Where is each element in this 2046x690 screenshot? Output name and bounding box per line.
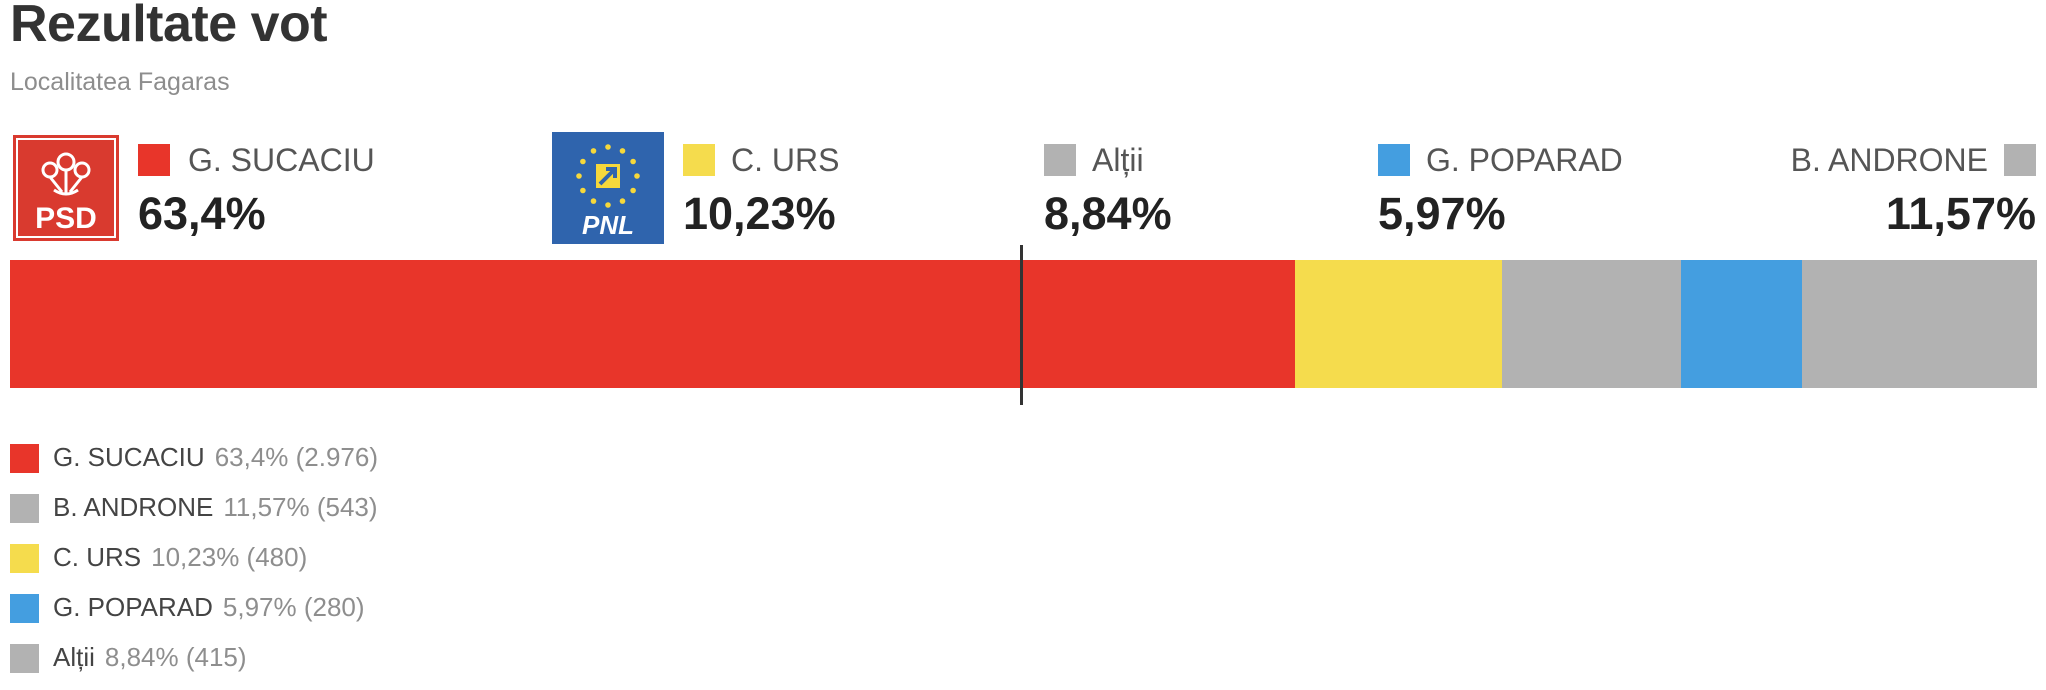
legend-label: G. SUCACIU — [53, 442, 205, 472]
candidate-name: Alții — [1092, 142, 1144, 178]
legend-swatch — [10, 494, 39, 523]
psd-logo-text: PSD — [35, 202, 97, 235]
legend-swatch — [10, 594, 39, 623]
pnl-star — [605, 144, 611, 150]
legend-label: B. ANDRONE — [53, 492, 214, 522]
candidate-percent: 10,23% — [683, 188, 836, 239]
bar-segment-0 — [10, 260, 1295, 388]
pnl-star — [580, 158, 586, 165]
candidate-percent: 5,97% — [1378, 188, 1506, 239]
color-swatch — [683, 144, 715, 176]
candidate-name: C. URS — [731, 142, 840, 178]
pnl-star — [630, 158, 636, 165]
legend-swatch — [10, 544, 39, 573]
bar-segment-2 — [1502, 260, 1682, 388]
legend-label: C. URS — [53, 542, 142, 572]
pnl-star — [619, 148, 626, 154]
pnl-logo-text: PNL — [582, 210, 634, 240]
legend-swatch — [10, 644, 39, 673]
color-swatch — [2004, 144, 2036, 176]
legend-swatch — [10, 444, 39, 473]
pnl-logo: PNL — [552, 132, 664, 244]
pnl-star — [634, 173, 640, 179]
color-swatch — [1044, 144, 1076, 176]
candidate-name: B. ANDRONE — [1790, 142, 1988, 178]
pnl-star — [590, 198, 597, 204]
bar-segment-4 — [1802, 260, 2037, 388]
chart-title: Rezultate vot — [10, 0, 328, 53]
candidate-name: G. POPARAD — [1426, 142, 1623, 178]
legend-value: 10,23% (480) — [151, 542, 308, 572]
header-candidate-androne: B. ANDRONE 11,57% — [1776, 132, 2036, 247]
legend-value: 8,84% (415) — [104, 642, 247, 672]
bar-segment-1 — [1294, 260, 1503, 388]
pnl-star — [619, 198, 626, 204]
legend-value: 63,4% (2.976) — [214, 442, 379, 472]
candidate-percent: 8,84% — [1044, 188, 1172, 239]
results-header: PSD PNL G. SUCACIU 63,4% C. URS 10,23% A… — [0, 132, 2046, 247]
color-swatch — [138, 144, 170, 176]
legend-value: 11,57% (543) — [223, 492, 378, 522]
pnl-star — [605, 202, 611, 208]
legend-label: G. POPARAD — [53, 592, 213, 622]
candidate-percent: 11,57% — [1885, 188, 2036, 239]
pnl-star — [576, 173, 582, 179]
legend-label: Alții — [53, 642, 95, 672]
candidate-name: G. SUCACIU — [188, 142, 375, 178]
candidate-percent: 63,4% — [138, 188, 266, 239]
bar-segment-3 — [1681, 260, 1803, 388]
pnl-star — [630, 187, 636, 194]
legend-value: 5,97% (280) — [222, 592, 365, 622]
pnl-star — [590, 148, 597, 154]
color-swatch — [1378, 144, 1410, 176]
stacked-bar — [10, 260, 2037, 388]
pnl-star — [580, 187, 586, 194]
majority-threshold-line — [1020, 245, 1023, 405]
chart-subtitle: Localitatea Fagaras — [10, 68, 230, 96]
psd-logo: PSD — [10, 132, 122, 244]
